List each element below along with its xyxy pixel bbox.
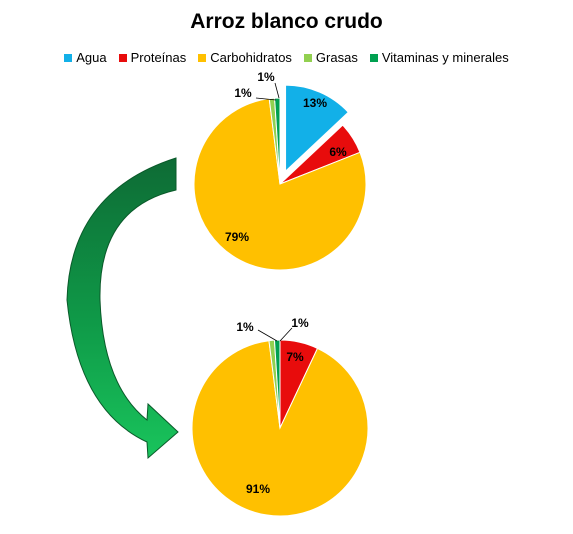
legend-swatch — [369, 53, 378, 62]
legend: Agua Proteínas Carbohidratos Grasas Vita… — [0, 50, 573, 65]
data-label-agua: 13% — [303, 96, 327, 110]
legend-item-carbohidratos: Carbohidratos — [198, 50, 292, 65]
pie-slice-carbohidratos — [191, 340, 369, 517]
data-label-vitaminas-y-minerales: 1% — [257, 70, 275, 84]
pie-raw: 13% 6% 79% 1% 1% — [193, 70, 367, 271]
leader-line-vitaminas-y-minerales — [274, 82, 280, 99]
legend-item-agua: Agua — [64, 50, 107, 65]
legend-item-proteinas: Proteínas — [118, 50, 187, 65]
data-label-proteinas: 6% — [329, 145, 347, 159]
pie-slice-carbohidratos — [193, 98, 367, 271]
pie-cooked: 7% 91% 1% 1% — [191, 316, 369, 517]
legend-label: Grasas — [315, 50, 358, 65]
curved-arrow-icon — [66, 157, 179, 460]
legend-item-grasas: Grasas — [303, 50, 358, 65]
legend-label: Agua — [76, 50, 107, 65]
legend-swatch — [303, 53, 312, 62]
data-label-vitaminas-y-minerales: 1% — [291, 316, 309, 330]
data-label-grasas: 1% — [234, 86, 252, 100]
legend-label: Proteínas — [130, 50, 187, 65]
leader-line-grasas — [257, 329, 278, 342]
legend-label: Vitaminas y minerales — [381, 50, 509, 65]
leader-line-grasas — [255, 97, 277, 101]
pie-slice-agua — [285, 84, 349, 173]
legend-label: Carbohidratos — [210, 50, 292, 65]
leader-line-vitaminas-y-minerales — [279, 327, 293, 342]
chart-title: Arroz blanco crudo — [190, 10, 383, 33]
legend-swatch — [64, 53, 73, 62]
data-label-carbohidratos: 79% — [225, 230, 249, 244]
pie-slice-vitaminas-y-minerales — [274, 97, 281, 185]
legend-item-vitaminas: Vitaminas y minerales — [369, 50, 509, 65]
pie-slice-vitaminas-y-minerales — [273, 339, 281, 429]
data-label-proteinas: 7% — [286, 350, 304, 364]
data-label-grasas: 1% — [236, 320, 254, 334]
legend-swatch — [198, 53, 207, 62]
legend-swatch — [118, 53, 127, 62]
data-label-carbohidratos: 91% — [246, 482, 270, 496]
